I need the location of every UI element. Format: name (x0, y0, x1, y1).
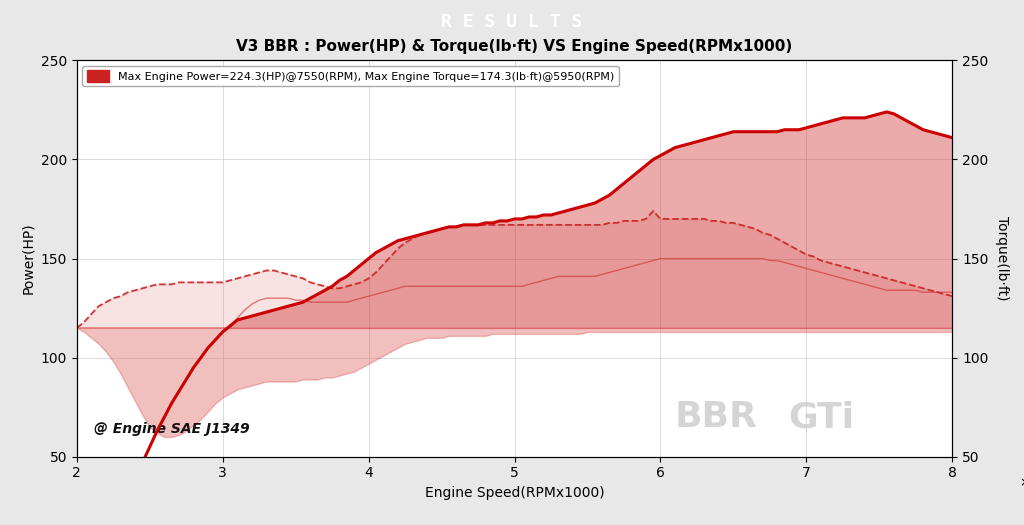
Y-axis label: Power(HP): Power(HP) (22, 223, 35, 295)
Y-axis label: Torque(lb·ft): Torque(lb·ft) (995, 216, 1010, 301)
Text: $\times10^3$: $\times10^3$ (1019, 474, 1024, 490)
Text: BBR: BBR (675, 400, 758, 434)
X-axis label: Engine Speed(RPMx1000): Engine Speed(RPMx1000) (425, 486, 604, 500)
Text: GTi: GTi (788, 400, 854, 434)
Text: @ Engine SAE J1349: @ Engine SAE J1349 (94, 422, 250, 436)
Title: V3 BBR : Power(HP) & Torque(lb·ft) VS Engine Speed(RPMx1000): V3 BBR : Power(HP) & Torque(lb·ft) VS En… (237, 39, 793, 54)
Text: R E S U L T S: R E S U L T S (441, 13, 583, 31)
Legend: Max Engine Power=224.3(HP)@7550(RPM), Max Engine Torque=174.3(lb·ft)@5950(RPM): Max Engine Power=224.3(HP)@7550(RPM), Ma… (82, 66, 618, 86)
